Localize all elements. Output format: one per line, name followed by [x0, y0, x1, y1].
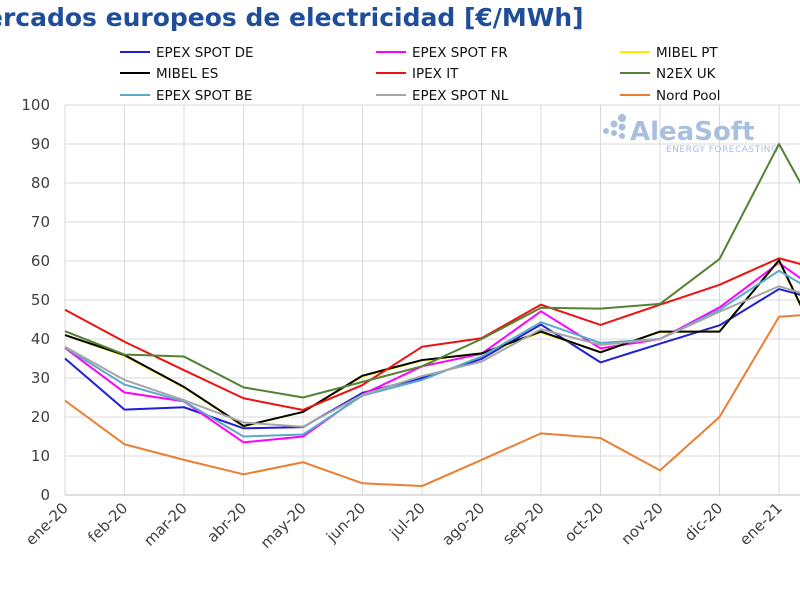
- series-line-mibel-pt: [64, 260, 800, 428]
- x-tick-label: may-20: [257, 499, 310, 552]
- y-tick-label: 10: [31, 447, 50, 465]
- y-axis-ticks: 0 10 20 30 40 50 60 70 80 90 100: [21, 96, 50, 504]
- legend-label: EPEX SPOT NL: [412, 88, 509, 104]
- legend-label: N2EX UK: [656, 66, 717, 82]
- y-tick-label: 70: [31, 213, 50, 231]
- legend-item: EPEX SPOT DE: [120, 45, 254, 61]
- x-tick-label: jun-20: [322, 499, 369, 546]
- y-tick-label: 100: [21, 96, 50, 114]
- y-tick-label: 80: [31, 174, 50, 192]
- legend-item: EPEX SPOT FR: [376, 45, 508, 61]
- y-tick-label: 20: [31, 408, 50, 426]
- x-tick-label: dic-20: [681, 499, 727, 545]
- chart-title: ercados europeos de electricidad [€/MWh]: [0, 3, 584, 32]
- series-line-mibel-es: [64, 259, 800, 427]
- x-tick-label: feb-20: [84, 499, 131, 546]
- watermark-brand: AleaSoft: [630, 117, 755, 147]
- series-line-epex-spot-fr: [64, 261, 800, 444]
- x-tick-label: oct-20: [561, 499, 608, 546]
- x-tick-label: abr-20: [203, 499, 250, 546]
- legend-label: EPEX SPOT FR: [412, 45, 508, 61]
- series-line-epex-spot-nl: [64, 285, 800, 428]
- series-line-nord-pool: [64, 314, 800, 488]
- watermark-tagline: ENERGY FORECASTING: [666, 145, 778, 155]
- y-tick-label: 90: [31, 135, 50, 153]
- x-tick-label: sep-20: [499, 499, 548, 548]
- legend-label: MIBEL PT: [656, 45, 718, 61]
- x-tick-label: ago-20: [438, 499, 488, 549]
- x-tick-label: ene-20: [22, 499, 72, 549]
- legend-label: IPEX IT: [412, 66, 459, 82]
- legend-label: MIBEL ES: [156, 66, 218, 82]
- x-tick-label: jul-20: [385, 499, 428, 542]
- legend-item: Nord Pool: [620, 88, 720, 104]
- x-tick-label: mar-20: [140, 499, 191, 550]
- legend-item: MIBEL PT: [620, 45, 718, 61]
- legend-label: Nord Pool: [656, 88, 720, 104]
- series-lines: [64, 143, 800, 488]
- legend-item: MIBEL ES: [120, 66, 218, 82]
- legend-item: N2EX UK: [620, 66, 717, 82]
- y-tick-label: 50: [31, 291, 50, 309]
- aleasoft-logo-icon: [603, 114, 626, 139]
- x-axis-ticks: ene-20 feb-20 mar-20 abr-20 may-20 jun-20 jul-…: [22, 499, 800, 552]
- aleasoft-watermark: AleaSoft ENERGY FORECASTING: [603, 114, 778, 155]
- legend-item: IPEX IT: [376, 66, 459, 82]
- y-tick-label: 0: [40, 486, 50, 504]
- chart-grid: [64, 104, 800, 496]
- y-tick-label: 30: [31, 369, 50, 387]
- y-tick-label: 40: [31, 330, 50, 348]
- legend-label: EPEX SPOT BE: [156, 88, 252, 104]
- y-tick-label: 60: [31, 252, 50, 270]
- legend-item: EPEX SPOT NL: [376, 88, 509, 104]
- series-line-epex-spot-be: [64, 269, 800, 438]
- x-tick-label: ene-21: [736, 499, 786, 549]
- legend: EPEX SPOT DE EPEX SPOT FR MIBEL PT MIBEL ES…: [120, 45, 720, 104]
- legend-item: EPEX SPOT BE: [120, 88, 252, 104]
- legend-label: EPEX SPOT DE: [156, 45, 254, 61]
- series-line-n2ex-uk: [64, 143, 800, 399]
- x-tick-label: nov-20: [618, 499, 667, 548]
